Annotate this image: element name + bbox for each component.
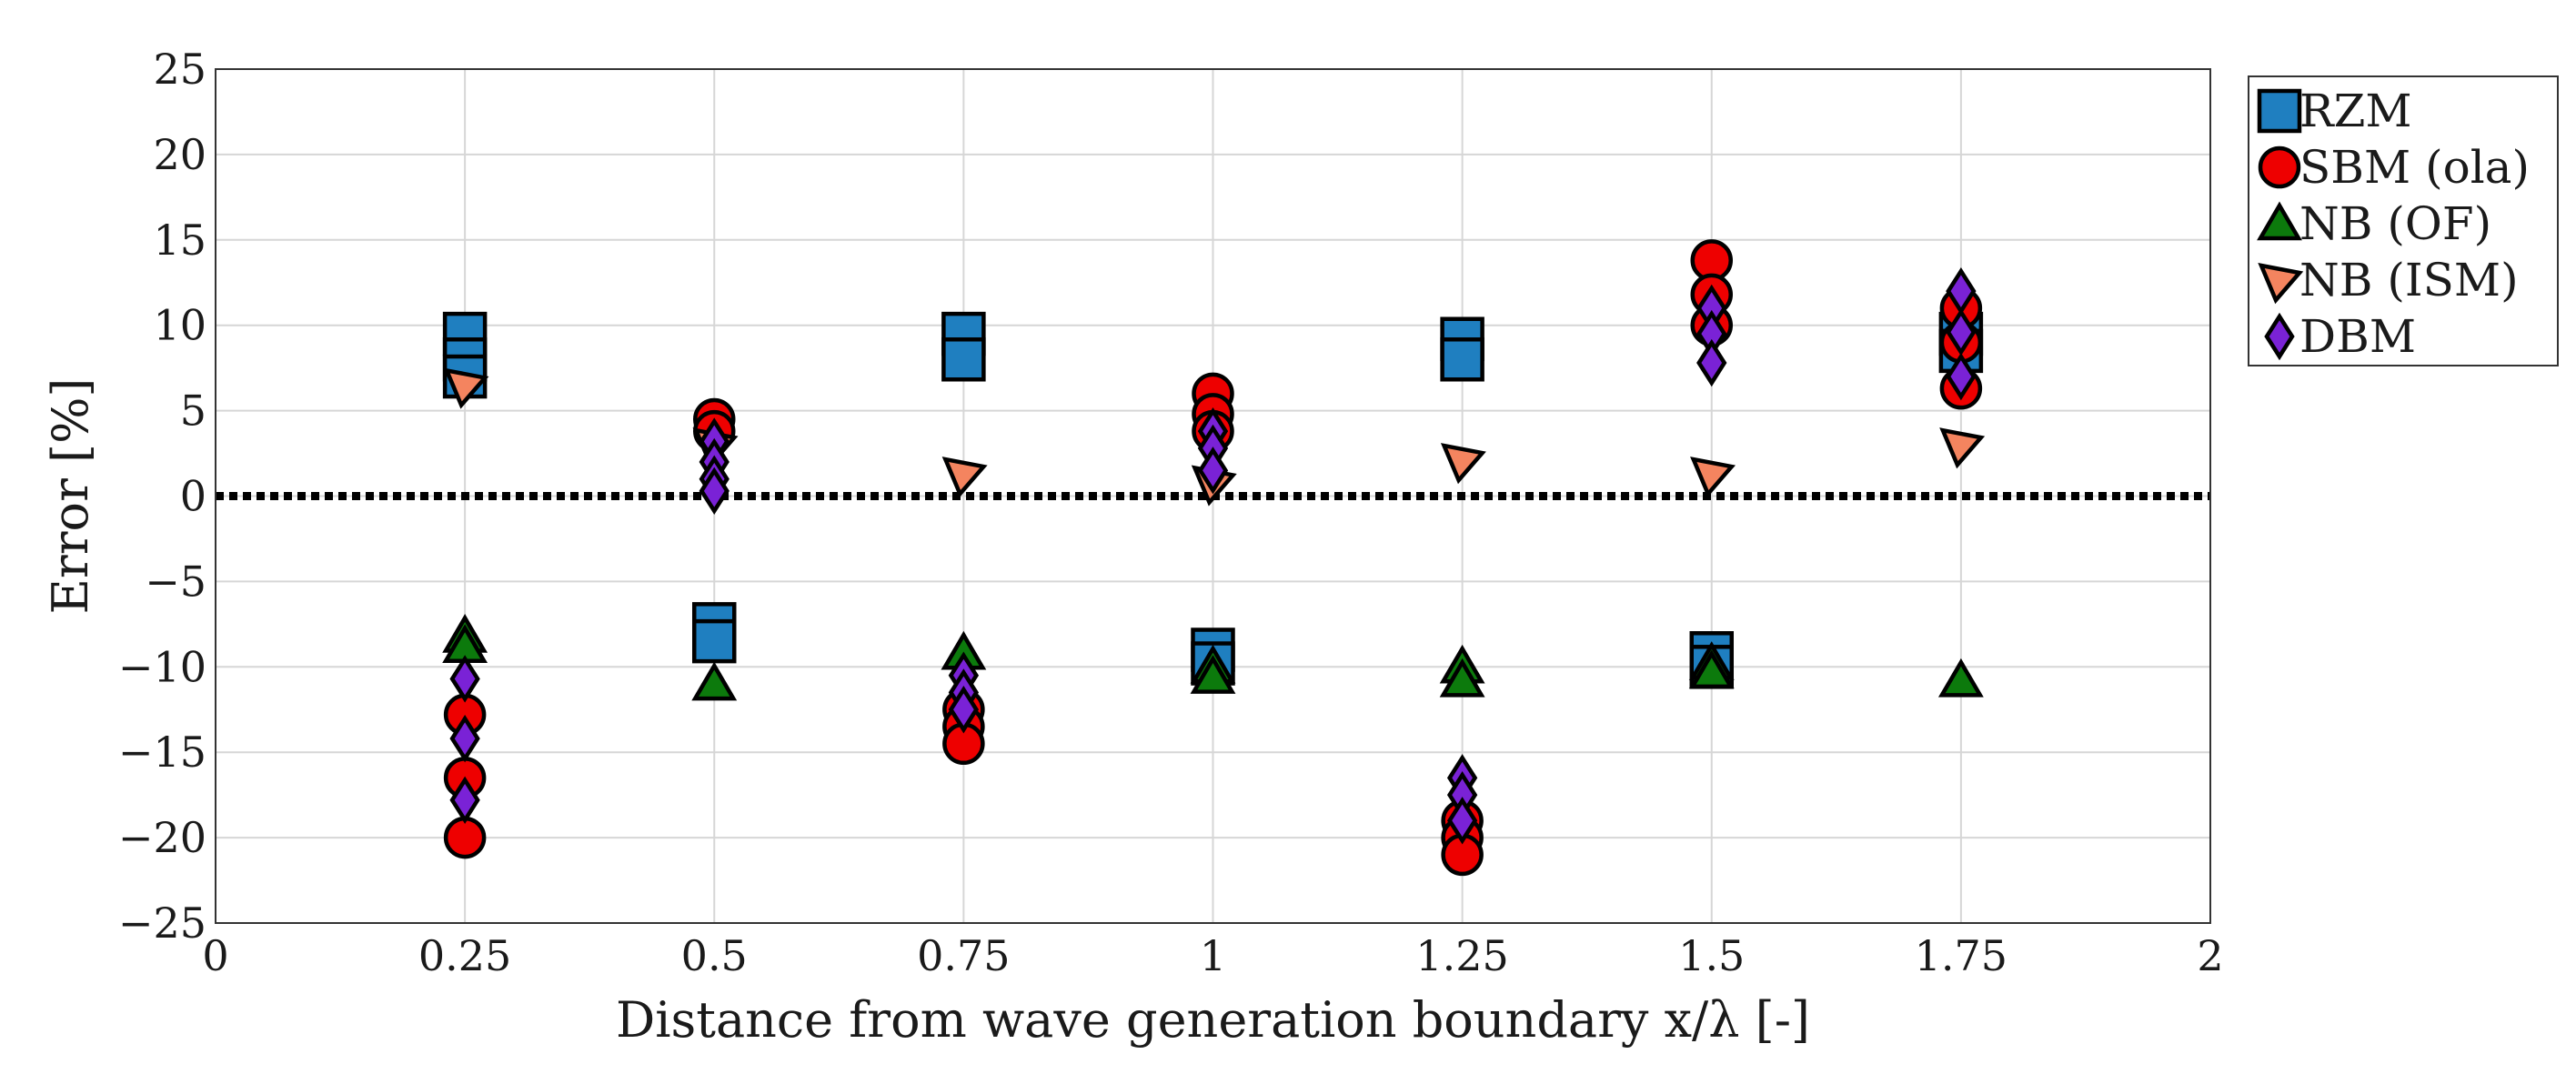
- point-triangle-down-right-3-0: [443, 367, 489, 409]
- x-axis-ticks: 0 0.25 0.5 0.75 1 1.25 1.5 1.75 2: [202, 931, 2223, 980]
- point-diamond-4-12: [1197, 447, 1229, 495]
- point-square-0-10: [1440, 337, 1484, 382]
- x-tick-label-0: 0: [202, 931, 228, 980]
- point-diamond-4-0: [449, 655, 480, 703]
- point-diamond-4-9: [948, 686, 980, 734]
- y-tick-label-4: 5: [180, 386, 206, 436]
- point-triangle-down-right-3-5: [1690, 457, 1736, 498]
- legend-marker-4: [2264, 312, 2295, 361]
- point-diamond-4-20: [1946, 308, 1977, 356]
- legend-label-2: NB (OF): [2299, 197, 2491, 250]
- point-square-0-6: [941, 337, 986, 382]
- point-diamond-4-18: [1696, 338, 1727, 387]
- y-tick-label-3: 10: [153, 301, 206, 350]
- y-axis-ticks: 25 20 15 10 5 0 −5 −10 −15 −20 −25: [118, 45, 206, 948]
- legend-marker-1: [2258, 146, 2301, 189]
- point-triangle-up-2-5: [1190, 655, 1236, 694]
- x-tick-label-5: 1.25: [1415, 931, 1508, 980]
- x-tick-label-3: 0.75: [917, 931, 1010, 980]
- point-circle-1-2: [443, 816, 487, 859]
- point-triangle-down-right-3-4: [1440, 443, 1486, 485]
- legend-label-4: DBM: [2299, 310, 2416, 363]
- point-square-0-4: [692, 618, 737, 664]
- legend-label-3: NB (ISM): [2299, 254, 2519, 306]
- point-triangle-up-2-9: [1688, 649, 1735, 689]
- legend-marker-2: [2257, 201, 2302, 241]
- y-tick-label-7: −10: [118, 642, 206, 691]
- legend-label-0: RZM: [2299, 85, 2412, 137]
- y-tick-label-6: −5: [145, 557, 206, 606]
- x-tick-label-1: 0.25: [418, 931, 511, 980]
- y-tick-label-9: −20: [118, 813, 206, 862]
- point-triangle-up-2-2: [691, 661, 738, 701]
- point-diamond-4-15: [1446, 797, 1478, 845]
- point-diamond-4-2: [449, 776, 480, 824]
- x-tick-label-6: 1.5: [1678, 931, 1745, 980]
- y-tick-label-5: 0: [180, 472, 206, 521]
- point-triangle-up-2-7: [1439, 657, 1485, 698]
- point-diamond-4-21: [1946, 352, 1977, 401]
- x-tick-label-4: 1: [1200, 931, 1226, 980]
- x-axis-title: Distance from wave generation boundary x…: [616, 991, 1810, 1049]
- y-tick-label-10: −25: [118, 898, 206, 948]
- data-marks: [442, 239, 1986, 877]
- x-tick-label-8: 2: [2197, 931, 2223, 980]
- legend-label-1: SBM (ola): [2299, 141, 2530, 194]
- series-nb-of: [442, 614, 1984, 701]
- x-tick-label-2: 0.5: [681, 931, 748, 980]
- x-tick-label-7: 1.75: [1915, 931, 2007, 980]
- y-tick-label-8: −15: [118, 728, 206, 777]
- point-diamond-4-1: [449, 714, 480, 763]
- point-diamond-4-6: [699, 467, 730, 516]
- y-tick-label-0: 25: [153, 45, 206, 94]
- point-triangle-down-right-3-2: [941, 457, 988, 498]
- legend-marker-0: [2257, 88, 2302, 134]
- point-triangle-up-2-10: [1937, 657, 1984, 698]
- point-triangle-down-right-3-6: [1939, 427, 1986, 469]
- legend-marker-3: [2258, 263, 2304, 305]
- y-tick-label-2: 15: [153, 216, 206, 265]
- series-dbm: [449, 266, 1977, 845]
- y-tick-label-1: 20: [153, 130, 206, 179]
- y-axis-title: Error [%]: [42, 378, 99, 615]
- plot-frame: [215, 68, 2211, 924]
